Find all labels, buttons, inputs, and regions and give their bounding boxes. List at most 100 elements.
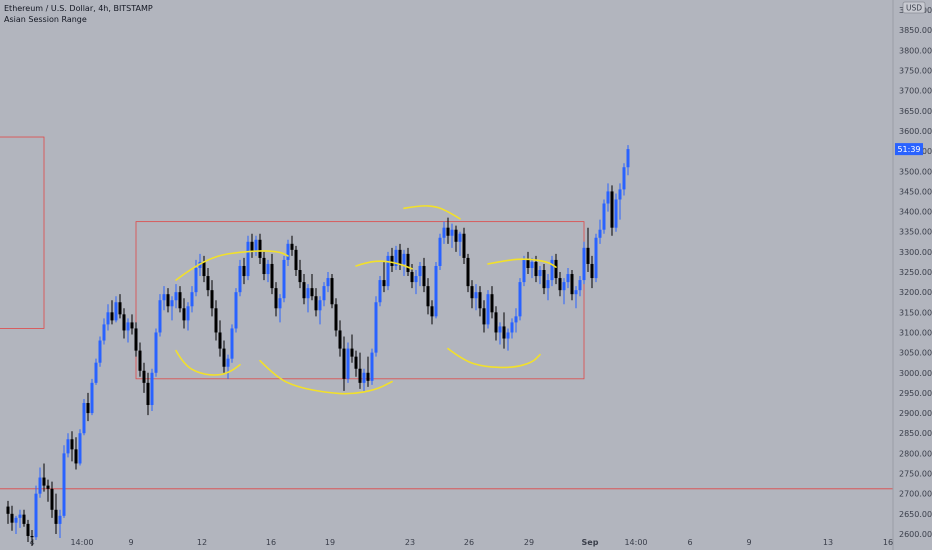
- price-tick-label: 3500.00: [899, 167, 932, 176]
- candle-body: [138, 350, 142, 371]
- candle-body: [526, 259, 530, 268]
- candle: [138, 342, 142, 377]
- candle-body: [598, 229, 602, 238]
- candle-body: [558, 278, 562, 291]
- annotation-arc-2: [175, 349, 241, 376]
- candle-body: [510, 322, 514, 333]
- candle-body: [162, 294, 166, 301]
- candle: [314, 288, 318, 317]
- symbol-title[interactable]: Ethereum / U.S. Dollar, 4h, BITSTAMP: [4, 4, 153, 13]
- candle: [206, 267, 210, 297]
- candle: [154, 328, 158, 377]
- candle: [106, 304, 110, 331]
- candle-body: [366, 372, 370, 381]
- candle: [330, 274, 334, 309]
- candle-body: [282, 259, 286, 299]
- candle-body: [514, 316, 518, 323]
- candle: [30, 529, 34, 547]
- candle-body: [398, 249, 402, 264]
- candle: [334, 298, 338, 337]
- time-tick-label: 16: [883, 538, 893, 547]
- candle: [446, 217, 450, 244]
- candle: [466, 253, 470, 293]
- candle: [622, 163, 626, 196]
- candle-body: [86, 402, 90, 414]
- candle: [114, 296, 118, 323]
- time-axis[interactable]: 4 14:00 9 12 16 19 23 26 29 Sep 14:00 6 9 13 16: [29, 538, 893, 547]
- candle: [142, 362, 146, 393]
- candle: [306, 284, 310, 313]
- candle: [270, 253, 274, 295]
- candle: [378, 276, 382, 307]
- candle: [618, 183, 622, 220]
- candle: [258, 233, 262, 264]
- candle-body: [202, 261, 206, 277]
- candle-body: [602, 203, 606, 230]
- time-tick-label: 29: [524, 538, 534, 547]
- candle: [134, 322, 138, 357]
- candle: [626, 145, 630, 176]
- annotation-arc-1: [175, 250, 289, 281]
- candle-body: [438, 237, 442, 266]
- candle: [422, 257, 426, 293]
- candle-body: [434, 265, 438, 317]
- candle: [438, 233, 442, 271]
- candle-body: [318, 300, 322, 311]
- candle-body: [478, 292, 482, 309]
- candle: [18, 509, 22, 528]
- candle-body: [374, 302, 378, 353]
- candle-body: [46, 485, 50, 489]
- candle: [226, 354, 230, 379]
- candle-body: [490, 294, 494, 313]
- candle: [118, 294, 122, 319]
- candle: [518, 278, 522, 321]
- candle-body: [386, 255, 390, 287]
- candle: [482, 300, 486, 333]
- candle-body: [114, 302, 118, 321]
- candle: [578, 276, 582, 297]
- candle-body: [290, 243, 294, 250]
- candle-body: [178, 292, 182, 309]
- candle: [290, 235, 294, 256]
- candle-body: [190, 292, 194, 307]
- candle-body: [302, 282, 306, 299]
- candle-body: [482, 308, 486, 325]
- candle-body: [350, 348, 354, 357]
- candle: [54, 493, 58, 534]
- candle: [82, 398, 86, 436]
- annotation-arc-6: [447, 347, 541, 369]
- candle: [458, 231, 462, 256]
- candle-body: [378, 280, 382, 303]
- price-tick-label: 2950.00: [899, 389, 932, 398]
- candle-body: [6, 506, 10, 514]
- price-tick-label: 3300.00: [899, 248, 932, 257]
- candle-body: [566, 274, 570, 283]
- candle-body: [326, 278, 330, 287]
- current-price-badge: 51:39: [895, 143, 923, 156]
- time-tick-label: 9: [128, 538, 133, 547]
- candle: [586, 227, 590, 273]
- candle: [614, 193, 618, 232]
- candle: [162, 286, 166, 311]
- candle: [242, 257, 246, 285]
- candle: [442, 221, 446, 244]
- candle-body: [582, 247, 586, 281]
- candle-body: [342, 348, 346, 379]
- candle: [202, 255, 206, 283]
- candle-body: [270, 263, 274, 289]
- annotation-arc-7: [487, 258, 557, 268]
- indicator-title[interactable]: Asian Session Range: [4, 15, 87, 24]
- candle-body: [74, 449, 78, 464]
- candle-body: [346, 348, 350, 379]
- candle-body: [546, 280, 550, 289]
- candle: [602, 199, 606, 234]
- candle: [222, 340, 226, 373]
- candle-body: [338, 330, 342, 349]
- current-price-text: 51:39: [897, 145, 920, 154]
- candle: [218, 320, 222, 357]
- candle: [274, 282, 278, 317]
- price-tick-label: 3700.00: [899, 87, 932, 96]
- candle-body: [470, 286, 474, 299]
